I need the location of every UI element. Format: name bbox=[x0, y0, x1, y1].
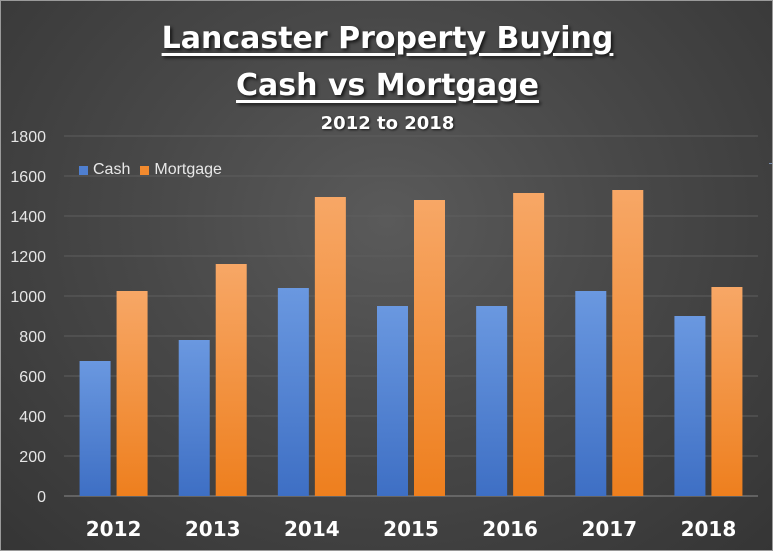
y-tick-label: 0 bbox=[37, 489, 46, 506]
bar-mortgage-2018 bbox=[711, 287, 743, 496]
bar-cash-2018 bbox=[674, 316, 706, 496]
legend-label-mortgage: Mortgage bbox=[154, 161, 222, 178]
legend-swatch-mortgage bbox=[140, 165, 150, 175]
y-tick-label: 600 bbox=[19, 369, 46, 386]
legend-label-cash: Cash bbox=[93, 161, 131, 178]
x-tick-label: 2018 bbox=[681, 517, 737, 541]
bar-cash-2017 bbox=[575, 291, 607, 496]
y-axis-tick-labels: 0 200 400 600 800 1000 1200 1400 1600 1800 bbox=[10, 129, 46, 506]
bar-mortgage-2012 bbox=[116, 291, 148, 496]
chart-subtitle: 2012 to 2018 bbox=[320, 113, 455, 134]
bar-mortgage-2015 bbox=[414, 200, 445, 496]
y-tick-label: 1400 bbox=[10, 209, 46, 226]
x-tick-label: 2017 bbox=[581, 517, 637, 541]
y-tick-label: 1000 bbox=[10, 289, 46, 306]
legend-item-mortgage: Mortgage bbox=[140, 161, 222, 179]
y-tick-label: 1200 bbox=[10, 249, 46, 266]
edge-tick-mark bbox=[769, 163, 772, 164]
x-tick-label: 2012 bbox=[86, 517, 142, 541]
x-tick-label: 2016 bbox=[482, 517, 538, 541]
legend-swatch-cash bbox=[79, 165, 88, 175]
bar-cash-2014 bbox=[277, 288, 309, 496]
bars bbox=[79, 190, 743, 496]
legend-item-cash: Cash bbox=[79, 161, 130, 179]
y-tick-label: 400 bbox=[19, 409, 46, 426]
bar-cash-2015 bbox=[377, 306, 408, 496]
y-tick-label: 200 bbox=[19, 449, 46, 466]
x-tick-label: 2013 bbox=[185, 517, 241, 541]
y-tick-label: 1600 bbox=[10, 169, 46, 186]
bar-mortgage-2017 bbox=[612, 190, 644, 496]
x-tick-label: 2015 bbox=[383, 517, 439, 541]
bar-mortgage-2014 bbox=[314, 197, 346, 496]
bar-cash-2012 bbox=[79, 361, 111, 496]
x-tick-label: 2014 bbox=[284, 517, 340, 541]
x-axis-tick-labels: 2012 2013 2014 2015 2016 2017 2018 bbox=[86, 517, 737, 541]
y-tick-label: 1800 bbox=[10, 129, 46, 146]
bar-cash-2016 bbox=[476, 306, 508, 496]
chart-title-line-2: Cash vs Mortgage bbox=[236, 68, 539, 103]
gridlines bbox=[64, 135, 758, 497]
bar-cash-2013 bbox=[178, 340, 210, 496]
y-tick-label: 800 bbox=[19, 329, 46, 346]
bar-mortgage-2013 bbox=[215, 264, 247, 496]
chart-title: Lancaster Property Buying bbox=[161, 21, 614, 56]
legend: Cash Mortgage bbox=[79, 161, 232, 179]
bar-mortgage-2016 bbox=[513, 193, 545, 496]
